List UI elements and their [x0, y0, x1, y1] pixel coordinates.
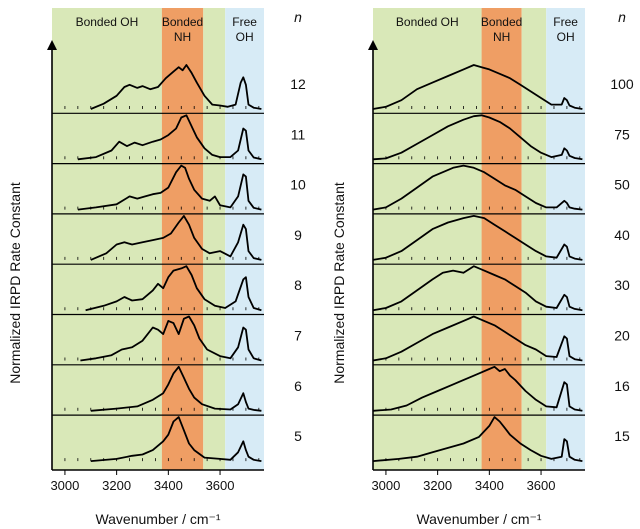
- n-label: 12: [290, 76, 306, 92]
- region-label: NH: [493, 30, 510, 44]
- spectrum-trace: [90, 215, 262, 261]
- n-label: 50: [614, 177, 630, 193]
- region-label: Bonded OH: [396, 15, 459, 29]
- spectrum-trace: [372, 416, 583, 462]
- x-tick-label: 3600: [206, 478, 235, 493]
- spectrum-trace: [90, 416, 262, 462]
- region-band: [161, 8, 204, 470]
- n-label: 20: [614, 328, 630, 344]
- region-band: [521, 8, 547, 470]
- x-tick-label: 3400: [475, 478, 504, 493]
- region-label: OH: [557, 30, 575, 44]
- x-tick-label: 3000: [371, 478, 400, 493]
- n-header: n: [294, 9, 302, 25]
- n-label: 6: [294, 378, 302, 394]
- x-tick-label: 3600: [527, 478, 556, 493]
- region-label: Free: [553, 15, 578, 29]
- spectrum-trace: [372, 215, 583, 261]
- region-label: OH: [236, 30, 254, 44]
- region-label: NH: [174, 30, 191, 44]
- y-axis-arrow: [368, 40, 378, 50]
- n-label: 100: [610, 76, 634, 92]
- n-label: 15: [614, 428, 630, 444]
- n-label: 11: [291, 126, 306, 142]
- y-axis-label: Normalized IRPD Rate Constant: [7, 182, 23, 384]
- spectrum-trace: [90, 64, 262, 110]
- region-band: [373, 8, 482, 470]
- n-label: 40: [614, 227, 630, 243]
- n-label: 10: [290, 177, 306, 193]
- spectrum-trace: [372, 265, 583, 312]
- region-label: Bonded: [481, 15, 522, 29]
- region-band: [225, 8, 264, 470]
- n-header: n: [618, 9, 626, 25]
- x-tick-label: 3000: [50, 478, 79, 493]
- y-axis-arrow: [47, 40, 57, 50]
- n-label: 7: [294, 328, 302, 344]
- region-label: Bonded: [162, 15, 203, 29]
- spectrum-trace: [80, 315, 262, 362]
- spectrum-trace: [372, 365, 583, 412]
- n-label: 9: [294, 227, 302, 243]
- n-label: 75: [614, 126, 630, 142]
- n-label: 8: [294, 277, 302, 293]
- x-tick-label: 3200: [102, 478, 131, 493]
- x-axis-label: Wavenumber / cm⁻¹: [95, 511, 220, 527]
- region-band: [481, 8, 522, 470]
- region-band: [203, 8, 226, 470]
- spectrum-trace: [90, 365, 262, 412]
- x-tick-label: 3400: [154, 478, 183, 493]
- region-band: [546, 8, 585, 470]
- spectrum-trace: [77, 114, 262, 161]
- x-axis-label: Wavenumber / cm⁻¹: [416, 511, 541, 527]
- x-tick-label: 3200: [423, 478, 452, 493]
- spectrum-trace: [85, 265, 262, 312]
- n-label: 5: [294, 428, 302, 444]
- n-label: 16: [614, 378, 630, 394]
- spectrum-trace: [372, 114, 583, 161]
- n-label: 30: [614, 277, 630, 293]
- spectrum-trace: [372, 64, 583, 110]
- y-axis-label: Normalized IRPD Rate Constant: [331, 182, 347, 384]
- region-band: [52, 8, 162, 470]
- spectrum-trace: [77, 164, 262, 211]
- region-label: Bonded OH: [76, 15, 139, 29]
- spectrum-trace: [372, 315, 583, 362]
- spectrum-trace: [372, 164, 583, 211]
- region-label: Free: [232, 15, 257, 29]
